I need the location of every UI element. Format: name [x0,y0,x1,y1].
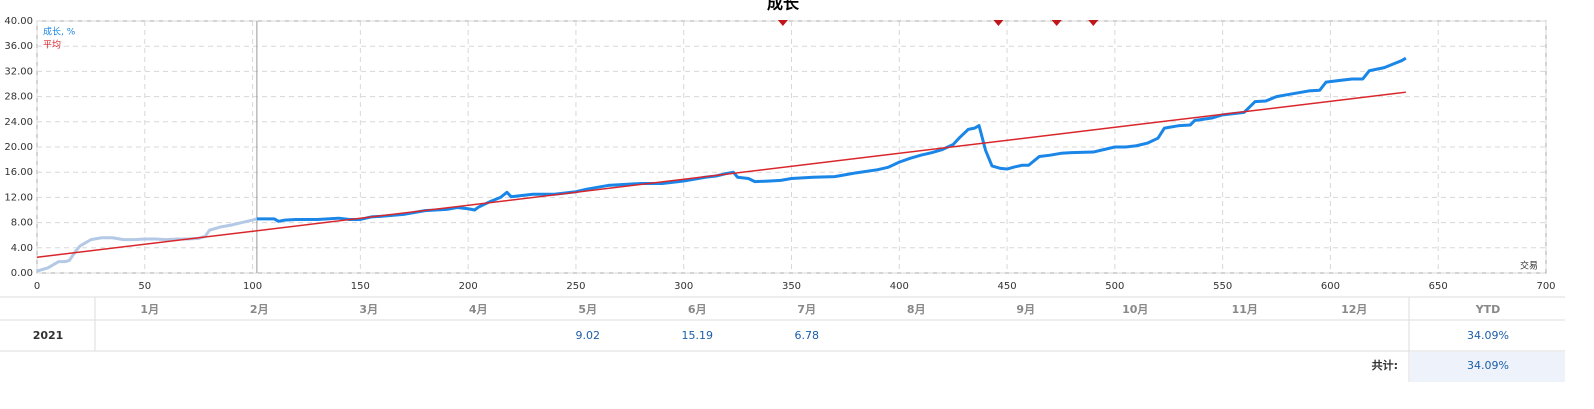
x-tick-label: 150 [351,281,370,292]
x-tick-label: 250 [566,281,585,292]
y-tick-label: 12.00 [4,192,33,203]
month-value: 9.02 [576,329,601,342]
y-tick-label: 20.00 [4,142,33,153]
x-tick-label: 300 [674,281,693,292]
series-line [36,217,258,273]
x-tick-label: 650 [1429,281,1448,292]
month-value: 15.19 [682,329,714,342]
x-tick-label: 450 [998,281,1017,292]
month-header: 6月 [688,303,707,316]
y-tick-label: 0.00 [11,268,33,279]
x-tick-label: 100 [243,281,262,292]
marker [777,20,788,26]
legend-entry: 成长, % [43,26,76,38]
y-tick-label: 8.00 [11,218,33,229]
month-header: 2月 [250,303,269,316]
marker [993,20,1004,26]
month-header: 1月 [140,303,159,316]
ytd-value: 34.09% [1467,329,1509,342]
y-tick-label: 40.00 [4,16,33,27]
chart-title: 成长 [767,0,800,13]
year: 2021 [33,329,64,342]
x-tick-label: 0 [34,281,40,292]
month-header: 11月 [1232,303,1258,316]
y-tick-label: 4.00 [11,243,33,254]
total-label: 共计: [1372,358,1398,372]
x-tick-label: 500 [1105,281,1124,292]
y-tick-label: 36.00 [4,41,33,52]
x-axis-label: 交易 [1520,260,1538,272]
x-tick-label: 50 [138,281,151,292]
month-header: 7月 [797,303,816,316]
series-line [36,91,1406,258]
x-tick-label: 550 [1213,281,1232,292]
x-tick-label: 600 [1321,281,1340,292]
marker [1051,20,1062,26]
month-header: 5月 [578,303,597,316]
marker [1088,20,1099,26]
month-header: 12月 [1341,303,1367,316]
y-tick-label: 32.00 [4,66,33,77]
month-header: 8月 [907,303,926,316]
x-tick-label: 400 [890,281,909,292]
legend-entry: 平均 [43,39,61,51]
month-header: 9月 [1016,303,1035,316]
y-tick-label: 24.00 [4,117,33,128]
month-header: 3月 [359,303,378,316]
x-tick-label: 700 [1536,281,1555,292]
month-value: 6.78 [795,329,820,342]
ytd-header: YTD [1475,303,1501,316]
y-tick-label: 28.00 [4,92,33,103]
series-line [256,56,1407,223]
month-header: 4月 [469,303,488,316]
y-tick-label: 16.00 [4,167,33,178]
month-header: 10月 [1122,303,1148,316]
total-cell [1410,352,1565,382]
x-tick-label: 350 [782,281,801,292]
x-tick-label: 200 [459,281,478,292]
total-value: 34.09% [1467,359,1509,372]
